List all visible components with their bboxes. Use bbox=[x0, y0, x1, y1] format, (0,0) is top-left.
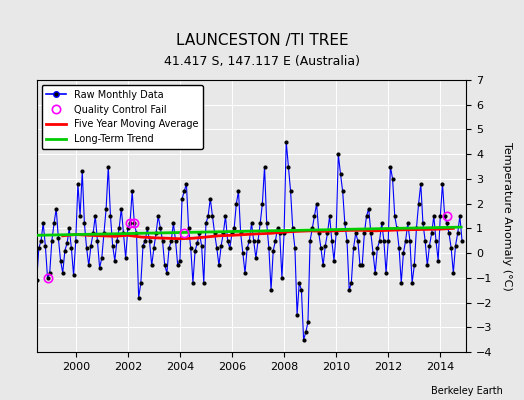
Text: LAUNCESTON /TI TREE: LAUNCESTON /TI TREE bbox=[176, 33, 348, 48]
Text: Berkeley Earth: Berkeley Earth bbox=[431, 386, 503, 396]
Y-axis label: Temperature Anomaly (°C): Temperature Anomaly (°C) bbox=[502, 142, 512, 290]
Text: 41.417 S, 147.117 E (Australia): 41.417 S, 147.117 E (Australia) bbox=[164, 55, 360, 68]
Legend: Raw Monthly Data, Quality Control Fail, Five Year Moving Average, Long-Term Tren: Raw Monthly Data, Quality Control Fail, … bbox=[41, 85, 203, 149]
